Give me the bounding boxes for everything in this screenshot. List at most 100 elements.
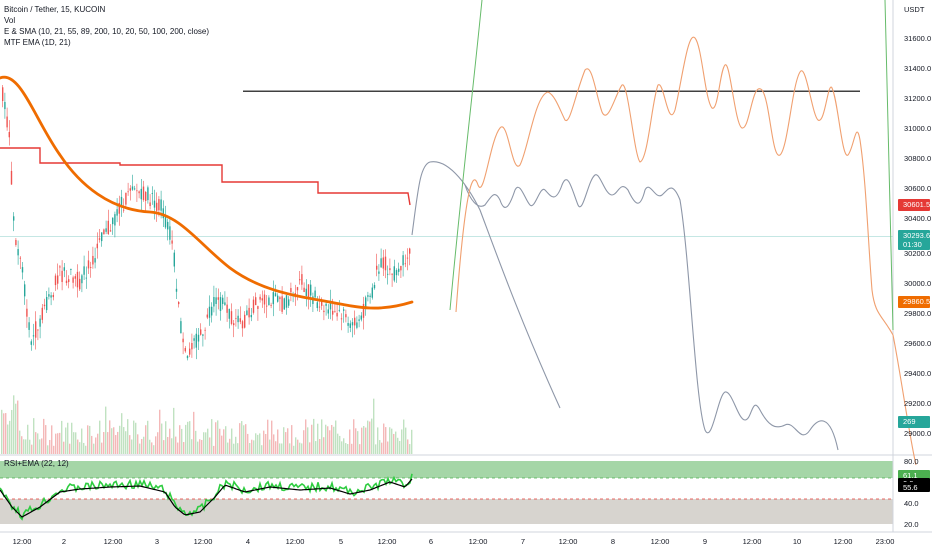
volume-bar [77,439,79,454]
volume-bar [205,432,207,454]
candle-body [54,275,57,286]
volume-bar [63,441,65,454]
volume-bar [127,419,129,454]
volume-bar [43,418,45,454]
volume-bar [133,420,135,454]
candle-body [32,335,35,337]
volume-bar [211,419,213,454]
candle-body [68,279,70,283]
volume-bar [299,442,301,454]
volume-bar [71,422,73,454]
volume-bar [405,427,407,454]
candle-body [406,257,409,259]
candle-body [120,196,123,207]
volume-bar [331,424,333,454]
candle-body [162,208,164,219]
volume-bar [309,442,311,454]
candle-body [127,191,129,193]
candle-body [65,280,68,283]
legend-mtf-indicator[interactable]: MTF EMA (1D, 21) [4,38,71,47]
candle-body [367,295,369,297]
resistance-price-tag: 30601.5 [898,199,930,211]
time-axis-label: 5 [339,537,343,546]
candle-body [393,266,395,281]
candle-body [360,315,362,320]
candle-body [87,260,90,269]
volume-bar [31,444,33,454]
volume-bar [213,445,215,454]
legend-ma-indicator[interactable]: E & SMA (10, 21, 55, 89, 200, 10, 20, 50… [4,27,210,36]
volume-bar [141,438,143,454]
volume-bar [51,425,53,454]
candle-body [123,209,125,211]
price-axis-label: 30800.0 [904,154,931,163]
volume-bar [247,433,249,454]
price-axis-label: 29000.0 [904,429,931,438]
volume-bar [95,437,97,454]
mtf-ema-line [0,147,411,206]
candle-body [329,301,332,310]
candle-body [2,87,4,102]
rsi-green-tag: 61.1 [898,470,930,480]
volume-bar [185,424,187,454]
candle-body [19,257,21,259]
volume-bar [267,419,269,454]
volume-bar [275,441,277,454]
candle-body [338,309,340,311]
rsi-value-tag-bg [898,482,930,492]
volume-bar [193,411,195,454]
volume-bar [35,432,37,454]
candle-body [138,191,140,194]
candle-body [59,266,61,268]
volume-bar [355,428,357,454]
candle-body [305,288,307,297]
candle-body [222,297,224,304]
volume-bar [377,427,379,454]
volume-bar [295,437,297,454]
volume-bar [313,418,315,454]
volume-bar [91,435,93,454]
candle-body [13,216,15,221]
candle-body [323,310,325,313]
volume-bar [249,443,251,454]
candle-body [387,273,389,275]
volume-bar [411,429,413,454]
volume-bar [119,425,121,454]
legend-volume[interactable]: Vol [4,16,16,25]
candle-body [46,296,48,311]
resistance-price-tag-bg [898,199,930,211]
rsi-legend[interactable]: RSI+EMA (22, 12) [4,459,69,468]
candle-body [340,318,343,320]
candle-body [380,258,382,268]
legend-symbol[interactable]: Bitcoin / Tether, 15, KUCOIN [4,5,106,14]
candle-body [149,202,151,207]
candle-body [382,257,384,269]
candle-body [101,232,103,242]
candle-body [272,292,274,305]
candle-body [189,348,191,355]
volume-bar [149,439,151,454]
candle-body [334,311,336,313]
volume-bar [349,429,351,454]
rsi-lower-band [0,499,893,524]
candle-body [107,220,109,235]
volume-bar [153,445,155,454]
candle-body [378,271,380,274]
rsi-green-tag-bg [898,470,930,479]
candle-body [270,304,272,306]
candle-body [48,294,50,297]
candle-body [109,230,112,232]
candle-body [28,322,30,330]
volume-bar [131,439,133,454]
candle-body [147,187,149,201]
volume-bar [379,440,381,454]
candle-body [39,318,41,327]
volume-bar [89,425,91,454]
candle-body [288,299,290,306]
volume-bar [321,419,323,454]
volume-bar [381,442,383,454]
volume-bar [367,420,369,454]
candle-body [175,288,178,292]
